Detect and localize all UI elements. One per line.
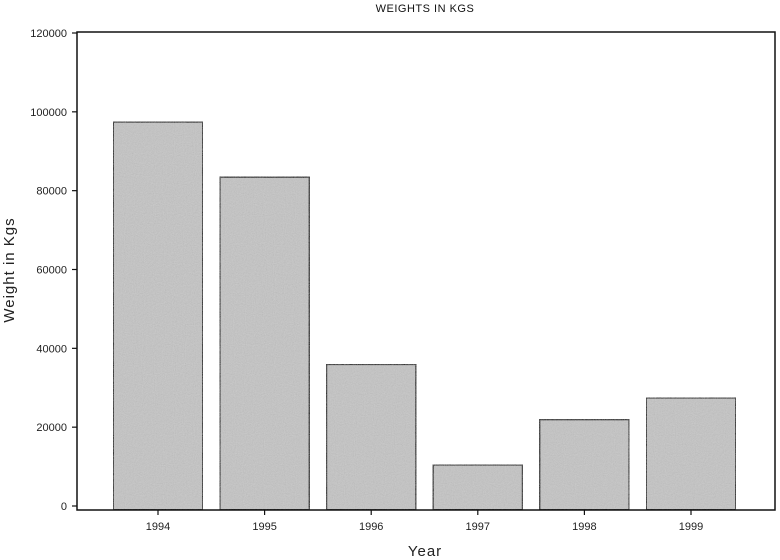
x-axis: 1994 1995 1996 1997 1998 1999 [146,510,703,533]
y-tick-label: 100000 [30,107,67,119]
plot-area [76,31,776,511]
bar-1997 [431,463,524,511]
y-tick-label: 20000 [36,422,67,434]
y-tick-label: 80000 [36,186,67,198]
y-tick-label: 40000 [36,343,67,355]
plot-frame [76,31,776,511]
bar-1994 [112,120,204,511]
x-tick-label: 1996 [359,521,383,533]
bar-1999 [645,396,737,511]
bar-1996 [325,363,418,511]
y-tick-label: 60000 [36,265,67,277]
y-axis-label: Weight in Kgs [1,217,18,322]
x-tick-label: 1995 [252,521,276,533]
x-tick-label: 1997 [466,521,490,533]
y-axis: 0 20000 40000 60000 80000 100000 120000 [30,28,77,513]
bars-group [112,120,737,512]
bar-1998 [538,418,631,511]
x-axis-label: Year [408,543,442,560]
x-tick-label: 1994 [146,521,170,533]
bar-1995 [218,175,311,512]
y-tick-label: 0 [61,501,67,513]
x-tick-label: 1998 [572,521,596,533]
x-tick-label: 1999 [679,521,703,533]
chart-title: WEIGHTS IN KGS [376,3,475,15]
y-tick-label: 120000 [30,28,67,40]
